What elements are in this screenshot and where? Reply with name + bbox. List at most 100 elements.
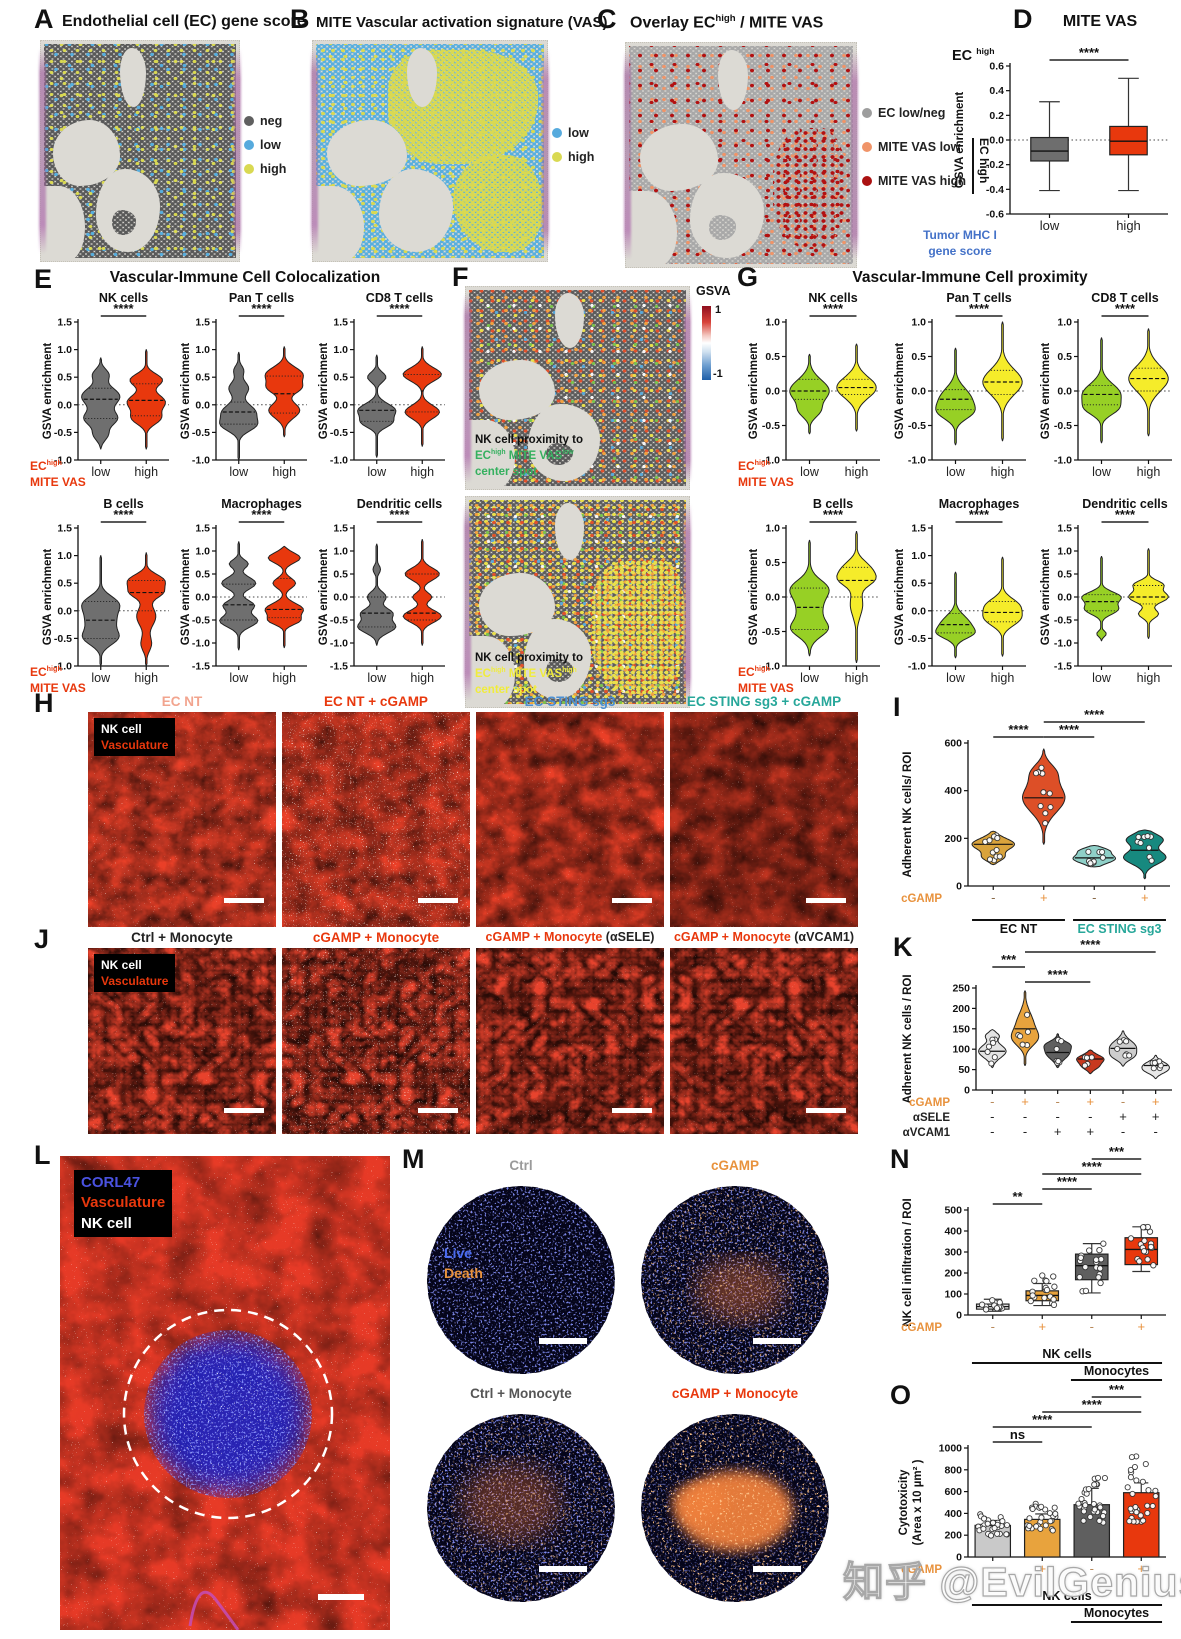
svg-text:low: low bbox=[367, 671, 387, 685]
svg-text:αSELE: αSELE bbox=[913, 1112, 950, 1124]
j-title-ctrl-monocyte: Ctrl + Monocyte bbox=[131, 930, 233, 945]
scale-bar bbox=[224, 898, 264, 903]
microscopy-ec-nt-cgamp bbox=[282, 712, 470, 927]
ec-high-label: EC high bbox=[952, 46, 995, 64]
colorbar-min: -1 bbox=[713, 368, 723, 380]
svg-text:low: low bbox=[229, 465, 249, 479]
svg-text:-: - bbox=[990, 1094, 994, 1109]
svg-text:+: + bbox=[1119, 1109, 1127, 1124]
svg-text:0: 0 bbox=[956, 1310, 962, 1322]
svg-text:-1.0: -1.0 bbox=[908, 661, 926, 673]
low-swatch bbox=[552, 128, 562, 138]
svg-text:-0.2: -0.2 bbox=[986, 159, 1004, 171]
svg-text:GSVA enrichment: GSVA enrichment bbox=[954, 92, 966, 189]
svg-text:NK cells: NK cells bbox=[808, 291, 857, 305]
panel-label-h: H bbox=[34, 688, 54, 718]
panel-label-g: G bbox=[737, 262, 759, 292]
svg-text:low: low bbox=[1092, 671, 1112, 685]
svg-text:1.5: 1.5 bbox=[57, 523, 72, 535]
h-title-sting-sg3-cgamp: EC STING sg3 + cGAMP bbox=[686, 694, 842, 709]
svg-text:high: high bbox=[410, 671, 434, 685]
svg-text:****: **** bbox=[1032, 1412, 1053, 1427]
svg-text:+: + bbox=[1137, 1561, 1145, 1576]
svg-text:400: 400 bbox=[944, 785, 962, 797]
svg-text:0.5: 0.5 bbox=[195, 372, 210, 384]
svg-text:(Area x 10 µm² ): (Area x 10 µm² ) bbox=[912, 1459, 924, 1545]
ec-high-bracket: EC high bbox=[972, 138, 991, 194]
scale-bar bbox=[806, 1108, 846, 1113]
svg-text:200: 200 bbox=[944, 1530, 962, 1542]
svg-text:-: - bbox=[1055, 1109, 1059, 1124]
svg-text:400: 400 bbox=[944, 1226, 962, 1238]
panel-c-title: Overlay EChigh / MITE VAS bbox=[630, 13, 824, 32]
panel-label-e: E bbox=[34, 264, 53, 294]
svg-text:****: **** bbox=[113, 507, 134, 522]
panel-label-b: B bbox=[290, 4, 310, 34]
svg-text:-0.5: -0.5 bbox=[908, 420, 926, 432]
svg-text:1.0: 1.0 bbox=[57, 550, 72, 562]
svg-text:600: 600 bbox=[944, 1486, 962, 1498]
svg-text:high: high bbox=[272, 671, 296, 685]
svg-text:-1.0: -1.0 bbox=[908, 455, 926, 467]
svg-text:Dendritic cells: Dendritic cells bbox=[357, 497, 442, 511]
panel-b-title: MITE Vascular activation signature (VAS) bbox=[316, 14, 608, 31]
svg-text:-: - bbox=[1090, 1561, 1094, 1576]
panel-e-title: Vascular-Immune Cell Colocalization bbox=[109, 269, 381, 286]
svg-text:-0.5: -0.5 bbox=[762, 420, 780, 432]
scale-bar bbox=[612, 1108, 652, 1113]
svg-text:0.5: 0.5 bbox=[333, 372, 348, 384]
svg-text:low: low bbox=[946, 465, 966, 479]
h-title-ec-nt: EC NT bbox=[161, 694, 203, 709]
m-title-ctrl-monocyte: Ctrl + Monocyte bbox=[470, 1386, 572, 1401]
legend-item-high: high bbox=[244, 162, 286, 176]
svg-text:1.0: 1.0 bbox=[911, 550, 926, 562]
violin-prox-cd8: CD8 T cells 1.0 0.5 0.0 -0.5 -1.0 GSVA enrichm… bbox=[1040, 291, 1172, 479]
svg-text:high: high bbox=[1137, 465, 1161, 479]
ec-mite-axis-label: EChigh MITE VAS bbox=[30, 458, 86, 489]
legend-item-neg: neg bbox=[244, 114, 286, 128]
map-caption: NK cell proximity to EChigh MITE VASlow … bbox=[475, 433, 583, 478]
svg-text:-1.0: -1.0 bbox=[330, 455, 348, 467]
colorbar-title: GSVA bbox=[696, 284, 731, 298]
svg-text:+: + bbox=[1054, 1124, 1062, 1139]
svg-text:-: - bbox=[1023, 1109, 1027, 1124]
svg-text:**: ** bbox=[1012, 1189, 1023, 1204]
spatial-map-overlay bbox=[624, 42, 858, 268]
microscopy-sting-sg3 bbox=[476, 712, 664, 927]
svg-text:-1.0: -1.0 bbox=[1054, 455, 1072, 467]
panel-label-d: D bbox=[1013, 4, 1033, 34]
legend-label: MITE VAS high bbox=[878, 174, 966, 188]
svg-text:0.0: 0.0 bbox=[989, 135, 1004, 147]
svg-text:low: low bbox=[1040, 218, 1060, 233]
svg-text:0.5: 0.5 bbox=[911, 351, 926, 363]
svg-text:1.0: 1.0 bbox=[333, 344, 348, 356]
svg-text:0: 0 bbox=[956, 881, 962, 893]
svg-text:600: 600 bbox=[944, 738, 962, 750]
svg-text:+: + bbox=[1087, 1094, 1095, 1109]
legend-overlay: EC low/neg MITE VAS low MITE VAS high bbox=[862, 106, 966, 198]
ec-mite-axis-label: EChigh MITE VAS bbox=[30, 664, 86, 695]
svg-text:-1.0: -1.0 bbox=[1054, 638, 1072, 650]
panel-label-n: N bbox=[890, 1144, 910, 1174]
legend-item-high: high bbox=[552, 150, 594, 164]
legend-label: low bbox=[260, 138, 281, 152]
violin-prox-b: B cells 1.0 0.5 0.0 -0.5 -1.0 GSVA enrichment *… bbox=[748, 497, 880, 685]
svg-text:1.5: 1.5 bbox=[195, 317, 210, 329]
svg-text:****: **** bbox=[1059, 722, 1080, 737]
svg-text:-0.5: -0.5 bbox=[54, 633, 72, 645]
j-title-cgamp-monocyte: cGAMP + Monocyte bbox=[312, 930, 440, 945]
svg-text:0.0: 0.0 bbox=[911, 605, 926, 617]
violin-adherent-nk-blocking: 250 200 150 100 50 0 Adherent NK cells / ROI **… bbox=[902, 937, 1172, 1139]
svg-text:ns: ns bbox=[1010, 1427, 1025, 1442]
boxplot-mite-vas: 0.6 0.4 0.2 0.0 -0.2 -0.4 -0.6 GSVA enrichment *… bbox=[954, 45, 1168, 233]
svg-text:****: **** bbox=[389, 507, 410, 522]
svg-text:-: - bbox=[990, 1124, 994, 1139]
svg-text:-: - bbox=[1055, 1094, 1059, 1109]
svg-text:-: - bbox=[990, 1109, 994, 1124]
svg-text:high: high bbox=[272, 465, 296, 479]
svg-text:****: **** bbox=[1048, 967, 1069, 982]
svg-text:-: - bbox=[1090, 1319, 1094, 1334]
svg-text:B cells: B cells bbox=[103, 497, 143, 511]
svg-text:0.0: 0.0 bbox=[333, 592, 348, 604]
svg-text:0.0: 0.0 bbox=[765, 592, 780, 604]
